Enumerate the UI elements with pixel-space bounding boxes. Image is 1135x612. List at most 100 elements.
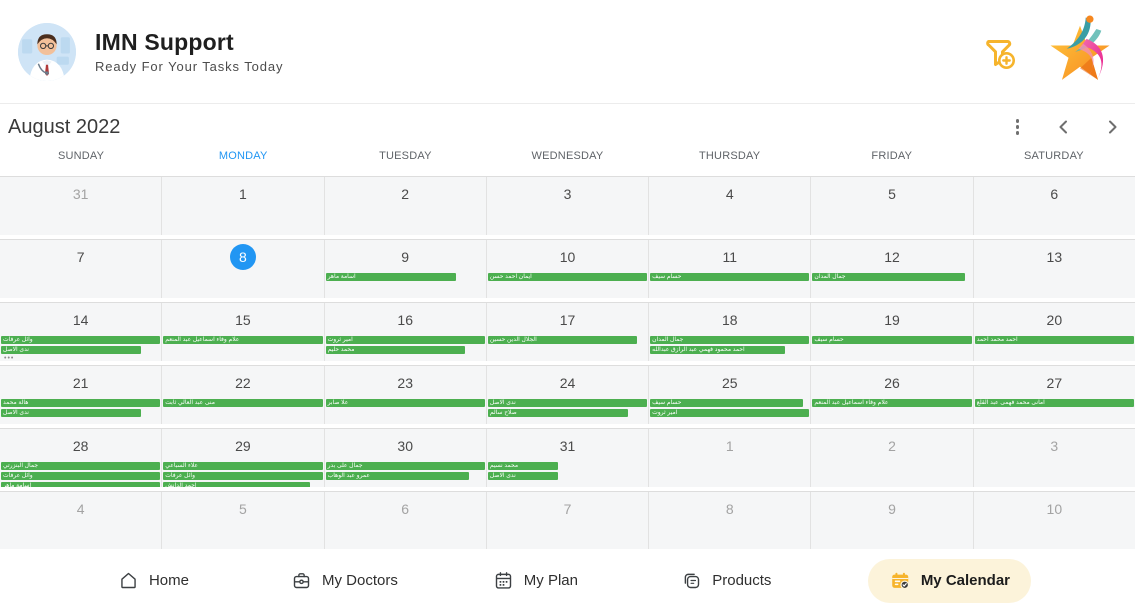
calendar-day-cell[interactable]: 10 bbox=[973, 492, 1135, 550]
event-bar[interactable]: علا صابر bbox=[325, 399, 485, 407]
avatar bbox=[18, 22, 76, 81]
event-bar[interactable]: الجلال الدين حسين bbox=[487, 336, 638, 344]
calendar-day-cell[interactable]: 21 هالة محمد ندى الاصل bbox=[0, 366, 163, 424]
event-bar[interactable]: احمد محمد احمد bbox=[974, 336, 1134, 344]
date-number: 10 bbox=[1046, 501, 1063, 517]
nav-item-label: Products bbox=[712, 572, 772, 589]
calendar-day-cell[interactable]: 6 bbox=[973, 177, 1135, 235]
event-bar[interactable]: ندى الاصل bbox=[487, 399, 648, 407]
calendar-day-cell[interactable]: 16 امير ثروت محمد حليم bbox=[324, 303, 487, 361]
calendar-day-cell[interactable]: 31 bbox=[0, 177, 163, 235]
event-bar[interactable]: عمرو عبد الوهاب bbox=[325, 472, 469, 480]
month-title: August 2022 bbox=[8, 115, 121, 138]
event-bar[interactable]: جمال المدان bbox=[812, 273, 966, 281]
event-bar[interactable]: امانى محمد فهمى عبد القلع bbox=[974, 399, 1134, 407]
calendar-day-cell[interactable]: 9 اسامة ماهر bbox=[324, 240, 487, 298]
event-bar[interactable]: علام وفاء اسماعيل عبد المنعم bbox=[812, 399, 972, 407]
prev-month-button[interactable] bbox=[1053, 116, 1075, 138]
event-bar[interactable]: جمال البنزرتي bbox=[1, 462, 161, 470]
event-bar[interactable]: ندى الاصل bbox=[1, 409, 141, 417]
calendar-day-cell[interactable]: 26 علام وفاء اسماعيل عبد المنعم bbox=[811, 366, 974, 424]
calendar-day-cell[interactable]: 8 bbox=[649, 492, 812, 550]
calendar-day-cell[interactable]: 30 جمال على بدر عمرو عبد الوهاب bbox=[324, 429, 487, 487]
event-bar[interactable]: احمد محمود فهمي عبد الرازق عبدالله bbox=[650, 346, 786, 354]
events-container: علام وفاء اسماعيل عبد المنعم bbox=[811, 399, 972, 407]
calendar-day-cell[interactable]: 18 جمال المدان احمد محمود فهمي عبد الرازق … bbox=[649, 303, 812, 361]
calendar-day-cell[interactable]: 20 احمد محمد احمد bbox=[973, 303, 1135, 361]
nav-item-my-doctors[interactable]: My Doctors bbox=[249, 569, 440, 592]
calendar-day-cell[interactable]: 5 bbox=[811, 177, 974, 235]
event-bar[interactable]: امير ثروت bbox=[325, 336, 485, 344]
event-bar[interactable]: اسامة ماهر bbox=[325, 273, 456, 281]
calendar-day-cell[interactable]: 3 bbox=[973, 429, 1135, 487]
calendar-day-cell[interactable]: 25 حسام سيف امير ثروت bbox=[649, 366, 812, 424]
date-number: 11 bbox=[722, 249, 738, 265]
calendar-day-cell[interactable]: 7 bbox=[486, 492, 650, 550]
calendar-week-row: 7 8 9 اسامة ماهر 10 ايمان احمد حسن 11 حسام سيف 1… bbox=[0, 239, 1135, 298]
calendar-day-cell[interactable]: 9 bbox=[811, 492, 974, 550]
event-bar[interactable]: هالة محمد bbox=[1, 399, 161, 407]
calendar-day-cell[interactable]: 10 ايمان احمد حسن bbox=[486, 240, 650, 298]
calendar-day-cell[interactable]: 28 جمال البنزرتي وائل عرفات اسامة ماهر bbox=[0, 429, 163, 487]
calendar-day-cell[interactable]: 15 علام وفاء اسماعيل عبد المنعم bbox=[162, 303, 325, 361]
events-container: وائل عرفات ندى الاصل ••• bbox=[0, 336, 161, 361]
calendar-day-cell[interactable]: 29 علاء السباعي وائل عرفات احمد الدانش bbox=[162, 429, 325, 487]
event-bar[interactable]: وائل عرفات bbox=[1, 472, 161, 480]
filter-add-button[interactable] bbox=[971, 25, 1025, 79]
calendar-day-cell[interactable]: 12 جمال المدان bbox=[811, 240, 974, 298]
calendar-day-cell[interactable]: 22 منى عبد العالي ثابت bbox=[162, 366, 325, 424]
calendar-day-cell[interactable]: 8 bbox=[162, 240, 325, 298]
calendar-day-cell[interactable]: 23 علا صابر bbox=[324, 366, 487, 424]
event-bar[interactable]: حسام سيف bbox=[650, 273, 810, 281]
next-month-button[interactable] bbox=[1101, 116, 1123, 138]
calendar-day-cell[interactable]: 6 bbox=[324, 492, 487, 550]
date-number: 5 bbox=[239, 501, 247, 517]
calendar-day-cell[interactable]: 3 bbox=[486, 177, 650, 235]
event-bar[interactable]: جمال على بدر bbox=[325, 462, 485, 470]
events-container: حسام سيف bbox=[649, 273, 810, 281]
calendar-day-cell[interactable]: 2 bbox=[811, 429, 974, 487]
event-bar[interactable]: علام وفاء اسماعيل عبد المنعم bbox=[163, 336, 323, 344]
event-bar[interactable]: منى عبد العالي ثابت bbox=[163, 399, 323, 407]
events-container: جمال البنزرتي وائل عرفات اسامة ماهر bbox=[0, 462, 161, 487]
nav-item-my-plan[interactable]: My Plan bbox=[440, 569, 631, 592]
calendar-day-cell[interactable]: 14 وائل عرفات ندى الاصل ••• bbox=[0, 303, 163, 361]
event-bar[interactable]: ايمان احمد حسن bbox=[487, 273, 648, 281]
event-bar[interactable]: محمد حليم bbox=[325, 346, 466, 354]
calendar-day-cell[interactable]: 5 bbox=[162, 492, 325, 550]
calendar-day-cell[interactable]: 31 محمد نسيم ندى الاصل bbox=[486, 429, 650, 487]
calendar-day-cell[interactable]: 2 bbox=[324, 177, 487, 235]
nav-item-my-calendar[interactable]: My Calendar bbox=[867, 558, 1032, 603]
calendar-day-cell[interactable]: 4 bbox=[0, 492, 163, 550]
event-bar[interactable]: محمد نسيم bbox=[487, 462, 559, 470]
event-bar[interactable]: حسام سيف bbox=[812, 336, 972, 344]
event-bar[interactable]: ندى الاصل bbox=[487, 472, 559, 480]
event-bar[interactable]: ندى الاصل bbox=[1, 346, 141, 354]
nav-item-products[interactable]: Products bbox=[631, 569, 822, 592]
calendar-day-cell[interactable]: 11 حسام سيف bbox=[649, 240, 812, 298]
event-bar[interactable]: جمال المدان bbox=[650, 336, 810, 344]
calendar-day-cell[interactable]: 7 bbox=[0, 240, 163, 298]
event-bar[interactable]: علاء السباعي bbox=[163, 462, 323, 470]
more-options-button[interactable] bbox=[1008, 117, 1028, 137]
event-bar[interactable]: امير ثروت bbox=[650, 409, 810, 417]
more-events-indicator[interactable]: ••• bbox=[4, 355, 15, 361]
event-bar[interactable]: صلاح سالم bbox=[487, 409, 628, 417]
nav-item-home[interactable]: Home bbox=[58, 569, 249, 592]
event-bar[interactable]: اسامة ماهر bbox=[1, 482, 161, 487]
date-number: 13 bbox=[1046, 249, 1063, 265]
event-bar[interactable]: احمد الدانش bbox=[163, 482, 310, 487]
weekday-tuesday: TUESDAY bbox=[379, 150, 432, 162]
calendar-day-cell[interactable]: 1 bbox=[649, 429, 812, 487]
calendar-day-cell[interactable]: 13 bbox=[973, 240, 1135, 298]
event-bar[interactable]: حسام سيف bbox=[650, 399, 803, 407]
calendar-grid: 31 1 2 3 4 5 6 7 8 9 اسامة ماهر 10 ايمان احمد حسن 11 ح… bbox=[0, 176, 1135, 551]
event-bar[interactable]: وائل عرفات bbox=[1, 336, 161, 344]
calendar-day-cell[interactable]: 24 ندى الاصل صلاح سالم bbox=[486, 366, 650, 424]
calendar-day-cell[interactable]: 27 امانى محمد فهمى عبد القلع bbox=[973, 366, 1135, 424]
calendar-day-cell[interactable]: 19 حسام سيف bbox=[811, 303, 974, 361]
calendar-day-cell[interactable]: 17 الجلال الدين حسين bbox=[486, 303, 650, 361]
calendar-day-cell[interactable]: 4 bbox=[649, 177, 812, 235]
calendar-day-cell[interactable]: 1 bbox=[162, 177, 325, 235]
event-bar[interactable]: وائل عرفات bbox=[163, 472, 323, 480]
